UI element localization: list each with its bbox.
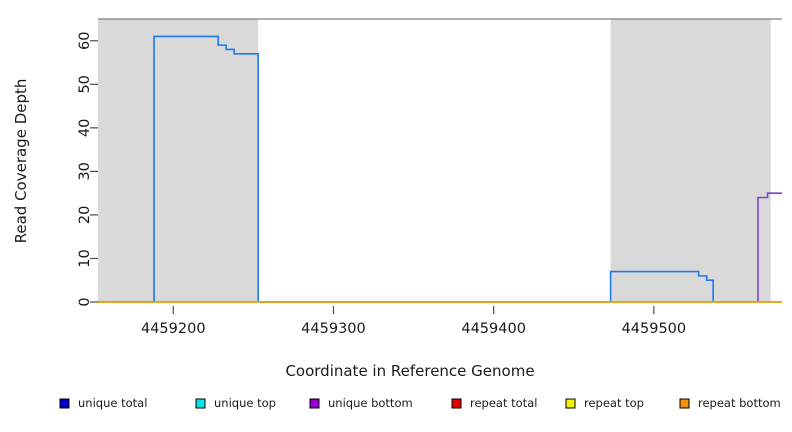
legend-label-repeat-bottom: repeat bottom <box>698 396 781 410</box>
legend-swatch-unique-bottom <box>309 398 320 409</box>
y-axis-tick-labels: 0 10 20 30 40 50 60 <box>77 32 93 307</box>
shaded-regions-group <box>98 19 771 302</box>
legend-label-unique-total: unique total <box>78 396 147 410</box>
y-tick-label-0: 0 <box>77 297 93 306</box>
legend-label-repeat-total: repeat total <box>470 396 537 410</box>
legend-swatch-repeat-total <box>451 398 462 409</box>
legend-item-repeat-top[interactable]: repeat top <box>565 396 644 410</box>
y-tick-label-60: 60 <box>77 32 93 50</box>
y-tick-label-30: 30 <box>77 162 93 180</box>
x-tick-label-4459400: 4459400 <box>461 321 526 337</box>
x-tick-label-4459500: 4459500 <box>622 321 687 337</box>
repeat-region-right <box>610 19 771 302</box>
legend-item-repeat-bottom[interactable]: repeat bottom <box>679 396 781 410</box>
legend-swatch-unique-top <box>195 398 206 409</box>
y-axis-ticks <box>90 40 98 303</box>
series-unique-total <box>98 35 782 303</box>
legend-item-unique-total[interactable]: unique total <box>59 396 147 410</box>
legend-label-unique-bottom: unique bottom <box>328 396 413 410</box>
x-axis-ticks <box>172 306 655 314</box>
legend-swatch-unique-total <box>59 398 70 409</box>
x-tick-label-4459300: 4459300 <box>301 321 366 337</box>
y-tick-label-20: 20 <box>77 206 93 224</box>
y-tick-label-50: 50 <box>77 75 93 93</box>
legend-swatch-repeat-bottom <box>679 398 690 409</box>
x-tick-label-4459200: 4459200 <box>141 321 206 337</box>
legend-item-unique-bottom[interactable]: unique bottom <box>309 396 413 410</box>
legend: unique total unique top unique bottom repea… <box>59 396 781 410</box>
repeat-region-left <box>98 19 259 302</box>
y-tick-label-10: 10 <box>77 249 93 267</box>
x-axis-title: Coordinate in Reference Genome <box>285 362 534 380</box>
data-series-group <box>98 35 782 303</box>
legend-item-repeat-total[interactable]: repeat total <box>451 396 537 410</box>
legend-label-unique-top: unique top <box>214 396 276 410</box>
legend-label-repeat-top: repeat top <box>584 396 644 410</box>
legend-item-unique-top[interactable]: unique top <box>195 396 276 410</box>
y-tick-label-40: 40 <box>77 119 93 137</box>
y-axis-title: Read Coverage Depth <box>12 79 30 244</box>
legend-swatch-repeat-top <box>565 398 576 409</box>
x-axis-tick-labels: 4459200 4459300 4459400 4459500 <box>141 321 686 337</box>
